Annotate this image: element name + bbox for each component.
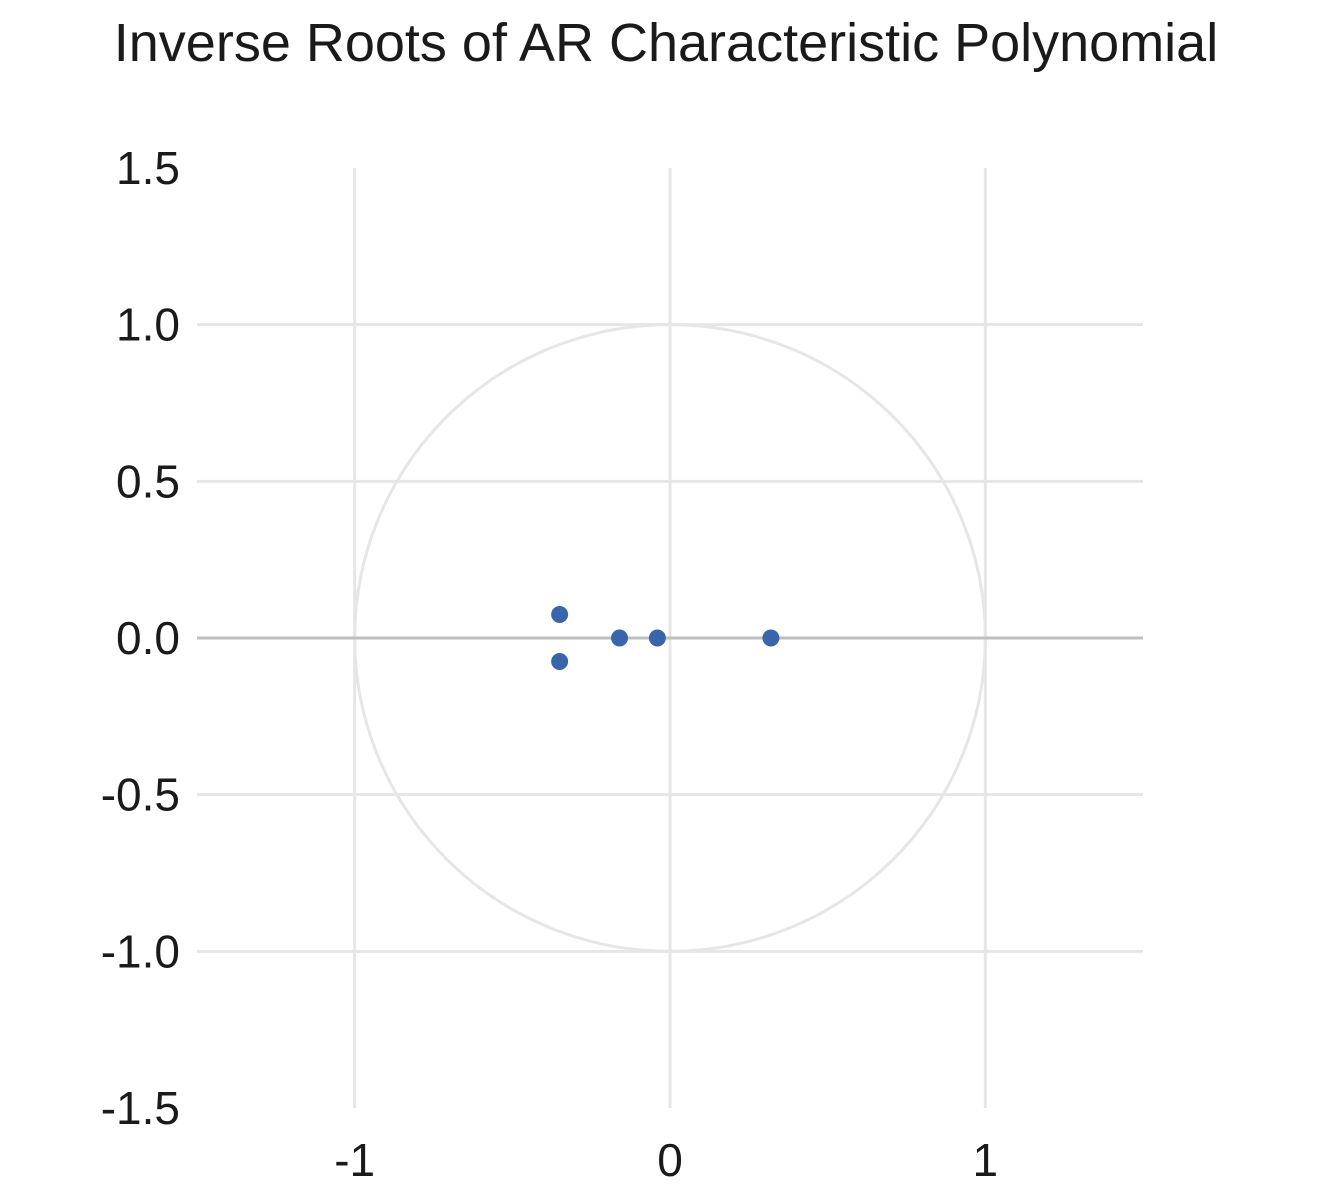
y-tick-label: -1.0 bbox=[101, 925, 180, 977]
chart-title: Inverse Roots of AR Characteristic Polyn… bbox=[113, 13, 1219, 73]
data-point bbox=[551, 606, 569, 623]
x-tick-label: 0 bbox=[657, 1134, 683, 1186]
data-point bbox=[611, 629, 629, 647]
data-point bbox=[551, 653, 569, 670]
x-tick-label: 1 bbox=[973, 1134, 999, 1186]
x-tick-label: -1 bbox=[334, 1134, 375, 1186]
y-tick-label: -1.5 bbox=[101, 1082, 180, 1134]
data-point bbox=[762, 629, 780, 647]
data-point bbox=[648, 629, 666, 647]
x-axis-tick-labels: -1 0 1 bbox=[334, 1134, 998, 1186]
y-tick-label: 0.5 bbox=[116, 455, 180, 507]
y-axis-tick-labels: 1.5 1.0 0.5 0.0 -0.5 -1.0 -1.5 bbox=[101, 142, 180, 1134]
data-points bbox=[551, 606, 780, 670]
y-tick-label: 1.0 bbox=[116, 299, 180, 351]
y-tick-label: 0.0 bbox=[116, 612, 180, 664]
y-tick-label: -0.5 bbox=[101, 769, 180, 821]
y-tick-label: 1.5 bbox=[116, 142, 180, 194]
